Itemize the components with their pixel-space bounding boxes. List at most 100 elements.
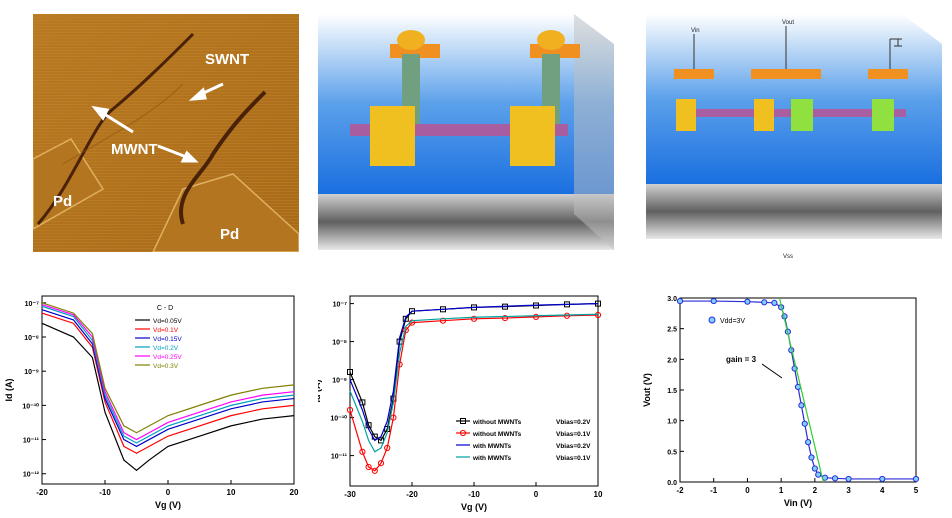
legend-entry: without MWNTs <box>472 419 522 426</box>
legend-entry: Vd=0.25V <box>153 354 182 361</box>
data-point <box>811 465 818 472</box>
y-tick-label: 10⁻⁹ <box>24 369 39 376</box>
data-point <box>744 298 751 305</box>
series-line-0 <box>680 300 916 480</box>
legend-bias: Vbias=0.2V <box>556 419 591 426</box>
mwnt-tube-1 <box>36 32 195 225</box>
legend-entry: Vd=0.05V <box>153 318 182 325</box>
label-vout: Vout <box>782 20 794 26</box>
y-tick-label: 0.0 <box>667 480 677 487</box>
y-tick-label: 0.5 <box>667 449 677 456</box>
legend-entry: with MWNTs <box>472 443 512 450</box>
mwnt-tube-2 <box>179 90 267 225</box>
legend-entry: without MWNTs <box>472 431 522 438</box>
data-point <box>359 448 366 455</box>
data-point <box>761 299 768 306</box>
annotation-arrow <box>761 363 783 379</box>
chart-inverter-transfer: -2 -1 0 1 2 3 4 5 0.0 0.5 1.0 1.5 2.0 2.5 3.0 Vin (V) Vo… <box>642 296 920 508</box>
legend-marker <box>460 418 466 424</box>
ground-icon <box>890 38 902 47</box>
data-point <box>365 463 372 471</box>
data-point <box>798 402 805 409</box>
x-axis-label: Vin (V) <box>784 498 812 508</box>
legend-marker <box>708 316 716 324</box>
data-point <box>815 471 822 478</box>
x-tick-label: -30 <box>344 490 356 499</box>
y-axis-label: Id (A) <box>318 380 322 403</box>
x-axis-label: Vg (V) <box>155 500 181 510</box>
data-point <box>439 317 447 324</box>
series-line-3 <box>41 305 295 444</box>
series-line-1 <box>778 297 824 483</box>
series-line-3 <box>349 313 599 453</box>
legend-title: C - D <box>157 305 173 312</box>
y-tick-label: 10⁻¹¹ <box>331 454 348 461</box>
data-point <box>346 406 354 414</box>
y-tick-label: 1.0 <box>667 419 677 426</box>
x-tick-label: -20 <box>406 490 418 499</box>
series-line-1 <box>349 314 599 472</box>
x-tick-label: 0 <box>534 490 539 499</box>
x-tick-label: -10 <box>468 490 480 499</box>
plot-frame <box>349 295 599 487</box>
arrow-icon <box>91 82 224 163</box>
data-point <box>532 313 540 321</box>
y-tick-label: 10⁻⁷ <box>333 302 347 309</box>
y-tick-label: 10⁻⁸ <box>24 335 39 342</box>
data-point <box>384 444 391 452</box>
y-tick-label: 10⁻¹² <box>23 472 40 479</box>
data-point <box>831 475 839 482</box>
data-point <box>347 369 353 375</box>
data-point <box>563 312 571 319</box>
y-tick-label: 10⁻¹⁰ <box>330 415 347 423</box>
series-line-4 <box>41 303 295 441</box>
legend-entry: Vd=0.1V <box>153 327 179 334</box>
legend-bias: Vbias=0.2V <box>556 443 591 450</box>
data-point <box>501 314 509 322</box>
chart-mwnt-comparison: -30 -20 -10 0 10 10⁻⁷ 10⁻⁸ 10⁻⁹ 10⁻¹⁰ 10⁻¹¹ Vg (V)… <box>318 295 603 512</box>
legend-entry: Vdd=3V <box>720 318 745 325</box>
x-tick-label: -20 <box>36 488 48 497</box>
x-tick-label: 0 <box>745 486 750 495</box>
data-point <box>771 299 778 307</box>
x-tick-label: -10 <box>99 488 111 497</box>
label-swnt: SWNT <box>205 51 249 68</box>
device-schematic <box>318 14 614 250</box>
data-point <box>710 297 717 305</box>
y-tick-label: 10⁻¹⁰ <box>22 402 39 410</box>
series-line-2 <box>41 309 295 448</box>
x-tick-label: 10 <box>227 488 236 497</box>
label-vss: Vss <box>783 254 793 260</box>
data-point <box>377 460 385 467</box>
series-line-2 <box>349 303 599 442</box>
x-tick-label: 0 <box>166 488 171 497</box>
data-point <box>801 420 808 427</box>
legend-bias: Vbias=0.1V <box>556 431 591 438</box>
transistor-left <box>370 30 440 166</box>
x-tick-label: -1 <box>710 486 718 495</box>
y-tick-label: 1.5 <box>667 388 677 395</box>
y-tick-label: 2.5 <box>667 327 677 334</box>
x-tick-label: 5 <box>914 486 919 495</box>
y-tick-label: 10⁻⁸ <box>332 340 347 347</box>
x-axis-label: Vg (V) <box>461 502 487 512</box>
data-point <box>879 475 886 483</box>
x-tick-label: 4 <box>880 486 885 495</box>
label-vin: Vin <box>691 28 700 34</box>
data-point <box>371 467 378 474</box>
y-tick-label: 10⁻⁷ <box>25 301 39 308</box>
x-tick-label: -2 <box>676 486 684 495</box>
data-point <box>470 315 478 322</box>
label-pd-right: Pd <box>220 226 239 243</box>
x-tick-label: 3 <box>846 486 851 495</box>
annotation-gain: gain = 3 <box>726 355 757 364</box>
series-line-5 <box>41 302 295 434</box>
chart-gate-sweep: -20 -10 0 10 20 10⁻⁷ 10⁻⁸ 10⁻⁹ 10⁻¹⁰ 10⁻¹¹ 10⁻¹² Vg… <box>4 295 299 510</box>
legend-entry: Vd=0.15V <box>153 336 182 343</box>
y-axis-label: Vout (V) <box>642 373 652 407</box>
afm-image: SWNT MWNT Pd Pd <box>33 14 299 252</box>
y-tick-label: 2.0 <box>667 357 677 364</box>
x-tick-label: 1 <box>779 486 784 495</box>
pd-electrode-right <box>152 173 299 252</box>
series-line-1 <box>41 312 295 454</box>
